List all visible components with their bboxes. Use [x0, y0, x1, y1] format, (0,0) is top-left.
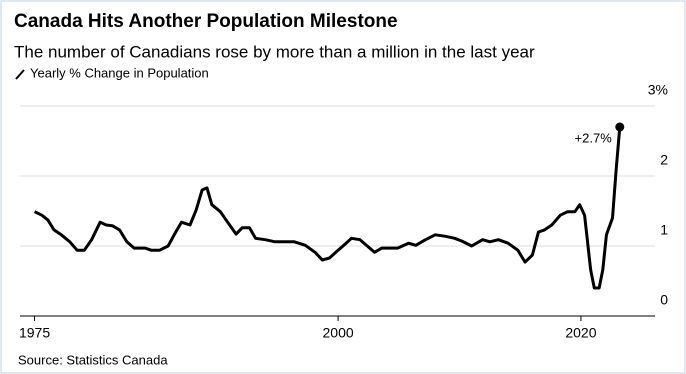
y-tick-label: 3% — [648, 82, 668, 98]
y-tick-label: 1 — [660, 222, 668, 238]
value-label: +2.7% — [575, 130, 613, 145]
x-tick-label: 2020 — [565, 325, 596, 341]
chart-subtitle: The number of Canadians rose by more tha… — [14, 42, 535, 61]
chart-title: Canada Hits Another Population Milestone — [14, 11, 398, 32]
y-tick-label: 0 — [660, 292, 668, 308]
end-point — [615, 122, 625, 132]
source: Source: Statistics Canada — [18, 352, 168, 367]
legend-swatch — [15, 69, 25, 80]
line — [33, 126, 622, 290]
y-tick-label: 2 — [660, 152, 668, 168]
x-tick-label: 1975 — [19, 325, 50, 341]
legend-label: Yearly % Change in Population — [30, 65, 209, 80]
x-tick-label: 2000 — [323, 325, 354, 341]
